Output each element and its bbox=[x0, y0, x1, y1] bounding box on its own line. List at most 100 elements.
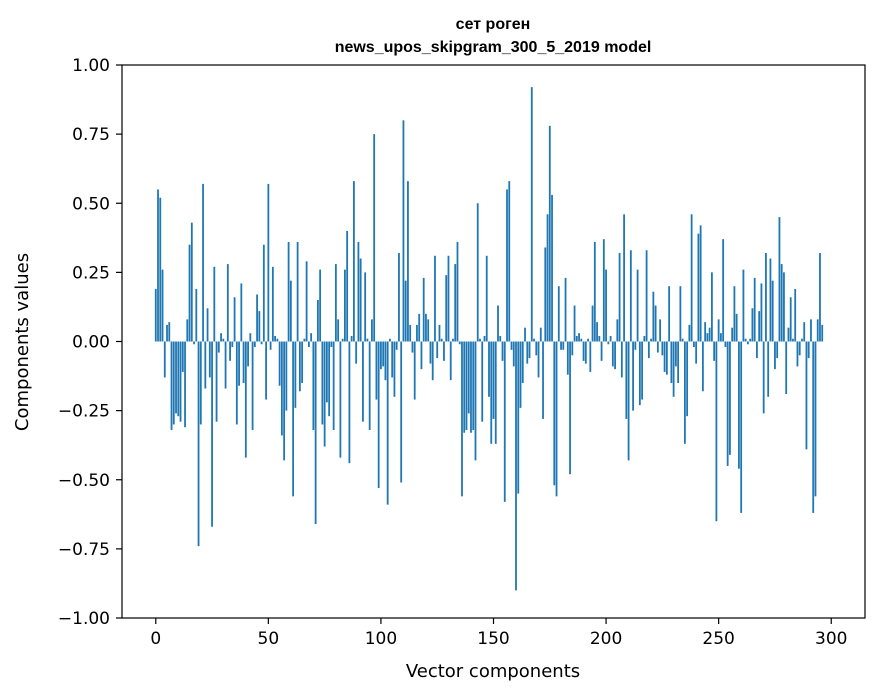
bar bbox=[647, 341, 650, 359]
bar bbox=[357, 241, 360, 342]
bar bbox=[251, 341, 254, 430]
bar bbox=[386, 341, 389, 505]
bar bbox=[179, 341, 182, 422]
bar bbox=[506, 189, 508, 342]
bar bbox=[339, 341, 342, 458]
bar bbox=[407, 181, 409, 342]
bar bbox=[483, 335, 486, 342]
bar bbox=[305, 261, 308, 342]
bar bbox=[163, 341, 166, 378]
bar bbox=[679, 286, 682, 342]
bar bbox=[368, 341, 371, 430]
bar bbox=[332, 341, 335, 430]
bar bbox=[161, 269, 164, 342]
bar bbox=[474, 341, 477, 461]
bar bbox=[587, 338, 589, 342]
bar bbox=[575, 335, 578, 342]
y-tick-label: 0.25 bbox=[72, 263, 110, 283]
bar bbox=[440, 338, 443, 342]
bar bbox=[181, 341, 184, 372]
bar bbox=[677, 341, 680, 383]
bar bbox=[641, 341, 643, 400]
bar bbox=[195, 288, 198, 342]
bar bbox=[337, 319, 340, 342]
bar bbox=[618, 253, 621, 342]
bar bbox=[404, 280, 407, 342]
bar bbox=[262, 244, 265, 342]
bar bbox=[771, 280, 774, 342]
bar bbox=[253, 341, 256, 348]
bar bbox=[371, 319, 373, 342]
bar bbox=[199, 341, 202, 425]
bar bbox=[240, 283, 243, 342]
bar bbox=[629, 250, 632, 342]
x-tick-label: 100 bbox=[365, 629, 397, 649]
bar bbox=[463, 341, 466, 433]
bar bbox=[668, 286, 671, 342]
bar bbox=[593, 241, 596, 342]
bar bbox=[738, 341, 740, 469]
y-tick-label: −0.75 bbox=[58, 540, 110, 560]
bar bbox=[670, 341, 673, 383]
bar bbox=[447, 255, 450, 342]
chart-title: сет роген bbox=[456, 16, 531, 33]
bar bbox=[494, 341, 497, 444]
bar bbox=[391, 341, 394, 378]
bar bbox=[458, 341, 461, 345]
bar bbox=[476, 203, 479, 342]
bar bbox=[600, 341, 603, 361]
bar bbox=[307, 341, 310, 348]
y-tick-label: 0.00 bbox=[72, 333, 110, 353]
bar bbox=[222, 338, 225, 342]
bar bbox=[375, 341, 378, 400]
bar bbox=[154, 288, 157, 342]
bar bbox=[465, 341, 468, 430]
bar bbox=[512, 341, 515, 367]
bar bbox=[271, 266, 274, 342]
bar bbox=[539, 327, 542, 342]
bar bbox=[461, 341, 463, 497]
bar bbox=[537, 341, 540, 378]
bar bbox=[573, 305, 576, 342]
bar bbox=[713, 341, 716, 361]
bar bbox=[548, 125, 551, 342]
bar bbox=[645, 250, 648, 342]
bar bbox=[296, 241, 299, 342]
bar bbox=[499, 335, 502, 342]
bar bbox=[256, 294, 258, 342]
bar bbox=[438, 324, 441, 342]
bar bbox=[533, 338, 535, 342]
bar bbox=[258, 311, 261, 342]
bar bbox=[316, 300, 319, 342]
bar bbox=[485, 255, 488, 342]
bar bbox=[467, 341, 470, 414]
bar bbox=[751, 308, 754, 342]
bar bbox=[792, 338, 794, 342]
bar bbox=[510, 341, 513, 350]
bar bbox=[425, 313, 427, 342]
bar bbox=[659, 319, 662, 342]
bar bbox=[265, 341, 267, 400]
bar bbox=[235, 341, 238, 425]
bar bbox=[814, 341, 817, 497]
bar bbox=[794, 288, 797, 342]
bar bbox=[330, 341, 333, 348]
bar bbox=[580, 338, 583, 342]
bar bbox=[226, 264, 229, 342]
bar bbox=[393, 341, 396, 397]
bar bbox=[287, 241, 290, 342]
bar bbox=[472, 341, 475, 430]
chart-subtitle: news_upos_skipgram_300_5_2019 model bbox=[335, 39, 652, 56]
x-tick-label: 300 bbox=[815, 629, 847, 649]
bar bbox=[398, 253, 400, 342]
bar bbox=[663, 341, 666, 372]
bar bbox=[805, 341, 808, 450]
bar bbox=[683, 341, 686, 444]
bar bbox=[247, 341, 249, 367]
bar bbox=[301, 341, 304, 383]
bar bbox=[609, 335, 612, 342]
bar bbox=[627, 341, 630, 461]
bar bbox=[553, 341, 556, 486]
bar bbox=[607, 341, 610, 345]
bar bbox=[717, 319, 720, 342]
